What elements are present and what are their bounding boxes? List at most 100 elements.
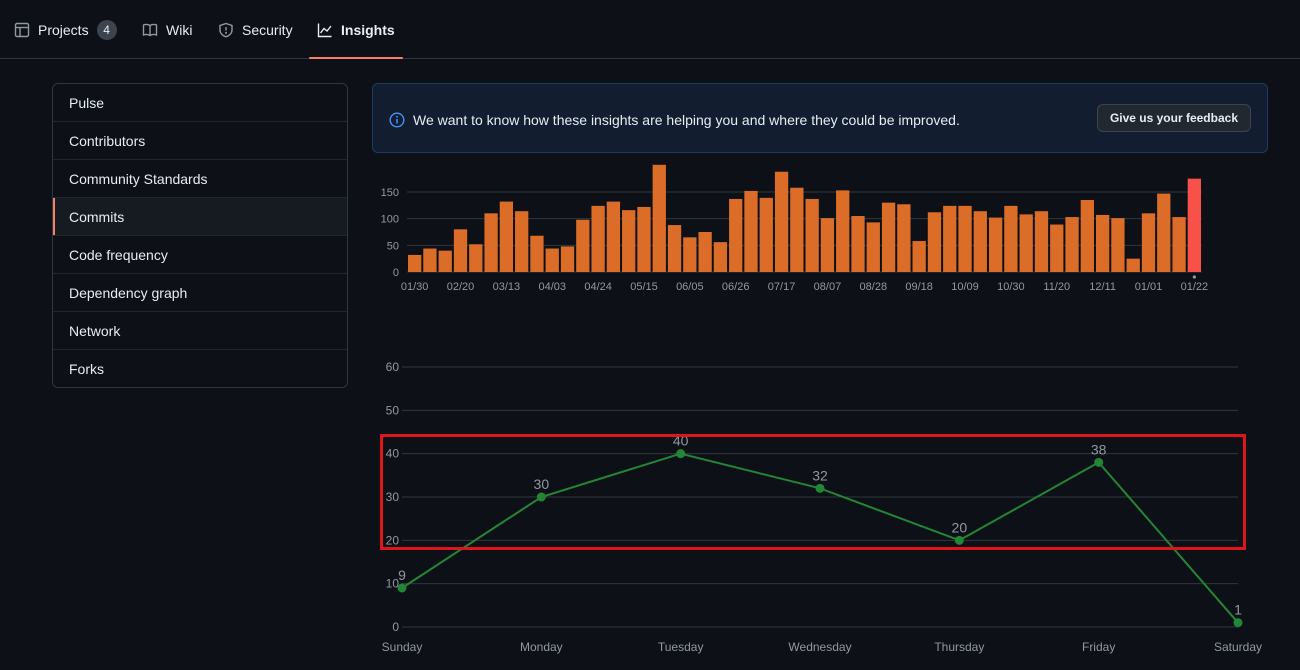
bar (530, 235, 544, 272)
data-label: 20 (952, 519, 968, 535)
x-tick-label: Friday (1082, 640, 1115, 654)
x-tick-label: 01/22 (1181, 281, 1209, 293)
sidebar-item-community-standards[interactable]: Community Standards (53, 160, 347, 198)
tab-insights[interactable]: Insights (309, 0, 403, 59)
projects-count-badge: 4 (96, 19, 117, 40)
insights-sidebar: Pulse Contributors Community Standards C… (52, 83, 348, 388)
bar (790, 187, 804, 272)
repo-nav: Projects 4 Wiki Security Insights (0, 0, 1300, 59)
bar (881, 202, 896, 272)
sidebar-item-code-frequency[interactable]: Code frequency (53, 236, 347, 274)
data-point (815, 483, 825, 493)
x-tick-label: 10/30 (997, 281, 1025, 293)
x-tick-label: 09/18 (905, 281, 933, 293)
x-tick-label: 11/20 (1043, 281, 1070, 293)
tab-projects[interactable]: Projects 4 (14, 0, 117, 59)
sidebar-item-contributors[interactable]: Contributors (53, 122, 347, 160)
bar (943, 205, 957, 272)
bar (453, 229, 468, 272)
y-tick-label: 60 (386, 360, 400, 374)
y-tick-label: 50 (386, 403, 400, 417)
bar (423, 248, 437, 272)
bar (408, 254, 422, 272)
tab-label: Insights (341, 21, 395, 38)
x-tick-label: 06/26 (722, 281, 750, 293)
bar (484, 213, 498, 272)
bar (1034, 211, 1049, 272)
y-tick-label: 150 (381, 187, 399, 199)
bar (652, 164, 666, 272)
y-tick-label: 50 (387, 240, 399, 252)
banner-message: We want to know how these insights are h… (413, 112, 960, 128)
x-tick-label: 08/28 (860, 281, 888, 293)
x-tick-label: 01/01 (1135, 281, 1163, 293)
data-label: 9 (398, 567, 406, 583)
sidebar-item-pulse[interactable]: Pulse (53, 84, 347, 122)
graph-icon (317, 23, 332, 37)
bar (667, 225, 682, 272)
commits-by-weekday-line-chart: 0 10 20 30 40 50 60 9 30 40 32 20 38 1 Sunday Monday T… (382, 360, 1262, 654)
bar (683, 237, 697, 272)
x-tick-label: 05/15 (630, 281, 658, 293)
tab-label: Wiki (166, 21, 193, 38)
bar (1157, 193, 1171, 272)
data-point (1233, 618, 1243, 628)
tab-wiki[interactable]: Wiki (142, 0, 192, 59)
x-tick-label: 10/09 (951, 281, 979, 293)
tab-label: Projects (38, 21, 89, 38)
weekly-commits-bar-chart: 0 50 100 150 01/30 02/20 03/13 04/03 04/24 05/15… (381, 164, 1209, 293)
x-tick-label: 08/07 (814, 281, 842, 293)
book-icon (142, 23, 158, 36)
bar (1004, 205, 1018, 272)
y-tick-label: 30 (386, 490, 400, 504)
sidebar-item-dependency-graph[interactable]: Dependency graph (53, 274, 347, 312)
bar (469, 244, 483, 272)
sidebar-item-forks[interactable]: Forks (69, 361, 104, 377)
tab-security[interactable]: Security (218, 0, 293, 59)
x-tick-label: 03/13 (493, 281, 521, 293)
bar (744, 190, 758, 272)
y-tick-label: 100 (381, 214, 399, 226)
data-point (954, 535, 964, 545)
x-tick-label: 06/05 (676, 281, 704, 293)
data-label: 30 (534, 476, 550, 492)
x-tick-label: Sunday (382, 640, 423, 654)
feedback-banner: We want to know how these insights are h… (372, 83, 1268, 153)
info-icon (389, 112, 405, 128)
give-feedback-button[interactable]: Give us your feedback (1096, 104, 1251, 132)
y-tick-label: 0 (392, 620, 399, 634)
sidebar-item-network[interactable]: Network (53, 312, 347, 350)
bar (820, 218, 835, 272)
bar (774, 171, 789, 272)
x-tick-label: 01/30 (401, 281, 429, 293)
bar (499, 201, 514, 272)
bar (591, 205, 605, 272)
sidebar-item-commits[interactable]: Commits (53, 198, 347, 236)
y-tick-label: 0 (393, 267, 399, 279)
data-point (676, 449, 686, 459)
bar (1187, 178, 1201, 272)
data-label: 32 (812, 467, 828, 483)
bar (927, 212, 942, 272)
bar (851, 216, 865, 272)
x-tick-label: Wednesday (788, 640, 851, 654)
bar (912, 241, 926, 272)
data-point (397, 583, 407, 593)
bar (438, 250, 452, 272)
bar (1126, 258, 1140, 272)
bar (805, 198, 819, 272)
bar (958, 205, 972, 272)
y-tick-label: 10 (386, 577, 400, 591)
data-label: 1 (1234, 602, 1242, 618)
bar (729, 198, 743, 272)
data-point (536, 492, 546, 502)
current-week-marker (1192, 275, 1196, 279)
x-tick-label: Monday (520, 640, 563, 654)
x-tick-label: Saturday (1214, 640, 1262, 654)
bar (545, 248, 559, 272)
bar (1019, 214, 1033, 272)
x-tick-label: 12/11 (1089, 281, 1116, 293)
bar (897, 204, 911, 272)
bar (560, 246, 575, 272)
bar (622, 210, 636, 272)
